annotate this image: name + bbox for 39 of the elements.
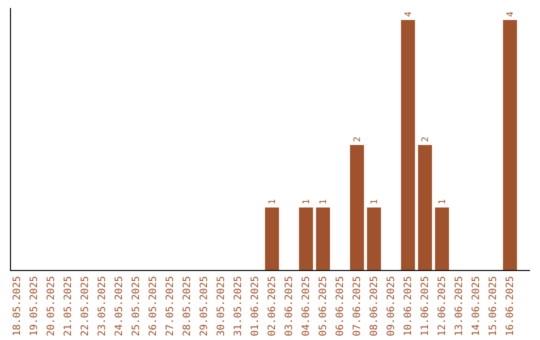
x-tick-label: 26.05.2025 [148, 276, 159, 336]
x-tick-label: 07.06.2025 [352, 276, 363, 336]
x-tick-label: 08.06.2025 [369, 276, 380, 336]
x-tick-label: 22.05.2025 [80, 276, 91, 336]
data-label: 1 [438, 199, 448, 204]
data-label: 2 [353, 136, 363, 142]
data-label: 2 [421, 136, 431, 142]
x-tick-label: 25.05.2025 [131, 276, 142, 336]
x-tick-label: 21.05.2025 [63, 276, 74, 336]
x-tick-label: 20.05.2025 [46, 276, 57, 336]
x-tick-label: 28.05.2025 [182, 276, 193, 336]
x-tick-label: 05.06.2025 [318, 276, 329, 336]
x-tick-label: 12.06.2025 [437, 276, 448, 336]
data-label: 1 [268, 199, 278, 204]
x-tick-label: 16.06.2025 [505, 276, 516, 336]
x-tick-label: 02.06.2025 [267, 276, 278, 336]
data-label: 1 [302, 199, 312, 204]
x-tick-label: 09.06.2025 [386, 276, 397, 336]
x-tick-label: 15.06.2025 [488, 276, 499, 336]
x-tick-label: 06.06.2025 [335, 276, 346, 336]
x-tick-label: 19.05.2025 [29, 276, 40, 336]
data-label: 4 [506, 12, 516, 17]
x-tick-label: 29.05.2025 [199, 276, 210, 336]
x-tick-label: 01.06.2025 [250, 276, 261, 336]
x-tick-label: 18.05.2025 [12, 276, 23, 336]
x-tick-label: 11.06.2025 [420, 276, 431, 336]
x-tick-label: 14.06.2025 [471, 276, 482, 336]
data-label: 4 [404, 12, 414, 17]
x-tick-label: 31.05.2025 [233, 276, 244, 336]
x-tick-label: 23.05.2025 [97, 276, 108, 336]
data-label: 1 [370, 199, 380, 204]
x-tick-label: 13.06.2025 [454, 276, 465, 336]
x-tick-label: 03.06.2025 [284, 276, 295, 336]
x-tick-label: 04.06.2025 [301, 276, 312, 336]
x-tick-label: 30.05.2025 [216, 276, 227, 336]
x-tick-label: 10.06.2025 [403, 276, 414, 336]
data-label: 1 [319, 199, 329, 204]
x-tick-label: 27.05.2025 [165, 276, 176, 336]
x-tick-label: 24.05.2025 [114, 276, 125, 336]
